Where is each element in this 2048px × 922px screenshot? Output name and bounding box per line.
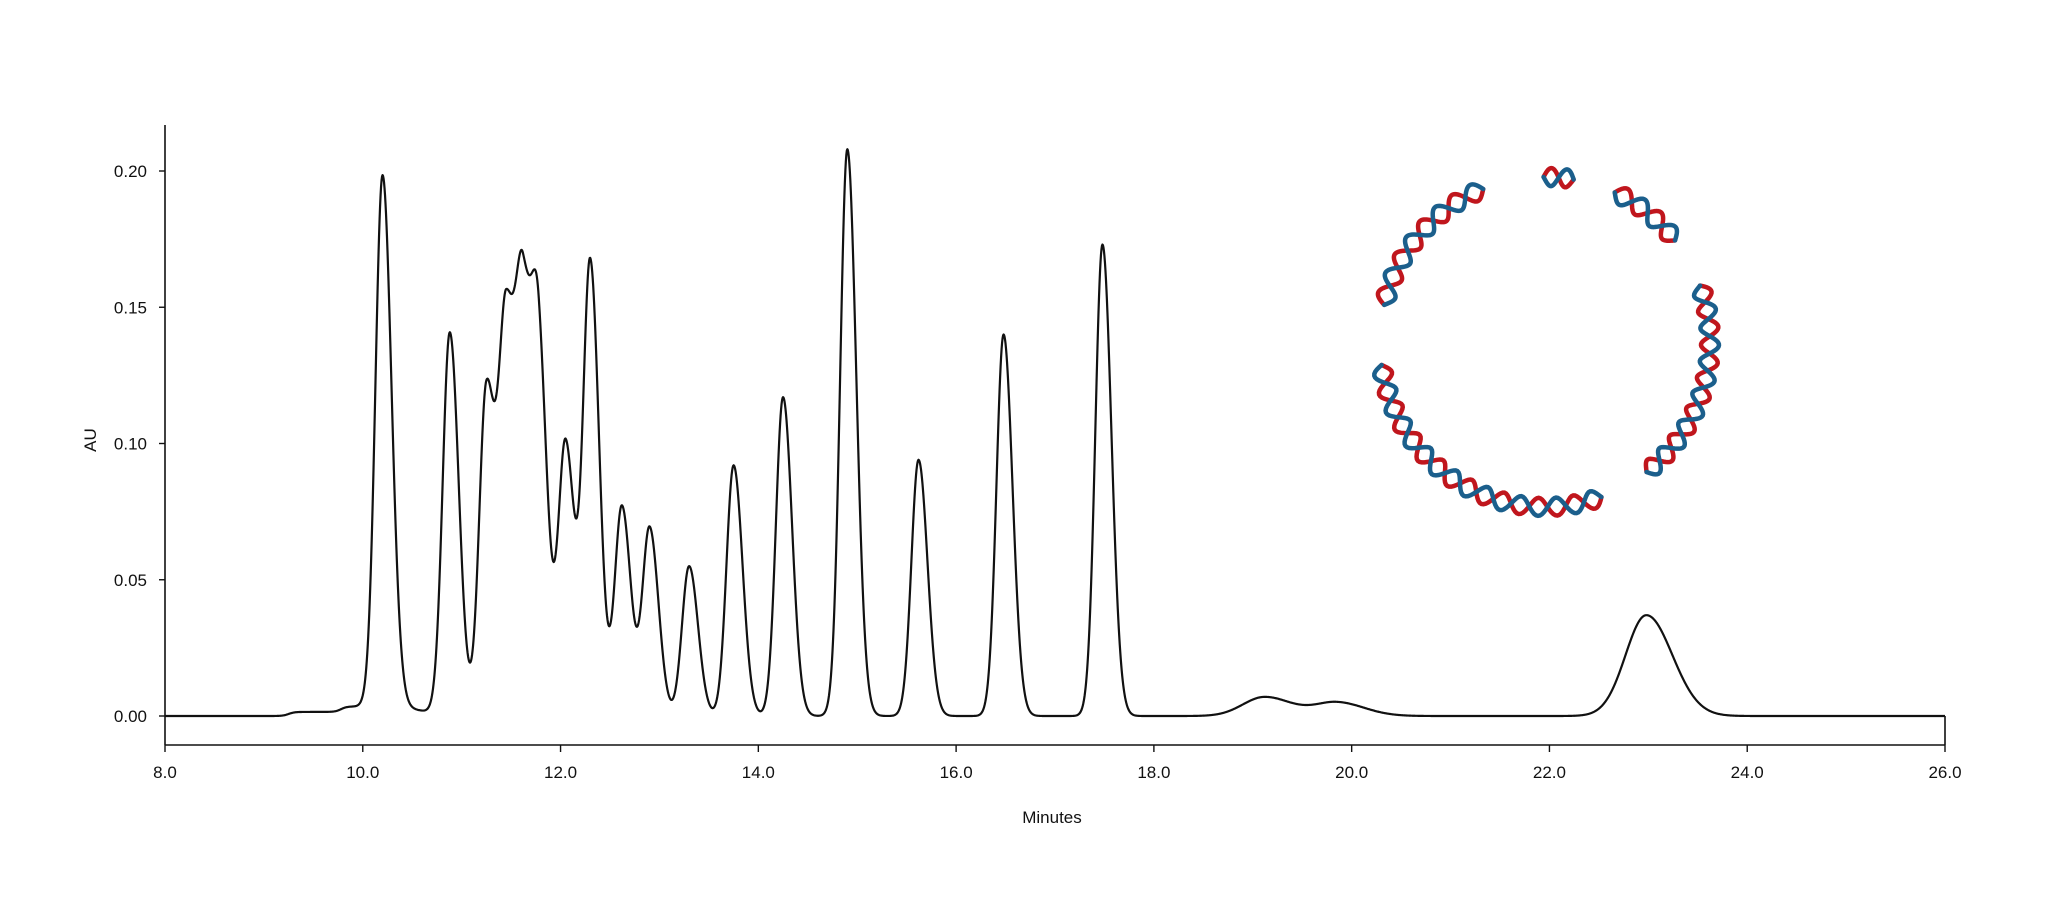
circular-dna-plasmid-icon (1372, 165, 1722, 519)
x-ticks: 8.0 10.0 12.0 14.0 16.0 18.0 20.0 22.0 24.0 26.0 (153, 745, 1962, 782)
dna-strand-blue (1381, 182, 1486, 308)
x-tick-label: 8.0 (153, 763, 177, 782)
x-tick-label: 16.0 (940, 763, 973, 782)
x-axis-title: Minutes (1022, 808, 1082, 827)
x-tick-label: 20.0 (1335, 763, 1368, 782)
dna-strand-blue (1644, 283, 1722, 477)
x-tick-label: 18.0 (1137, 763, 1170, 782)
x-tick-label: 10.0 (346, 763, 379, 782)
chromatogram-trace-group (164, 148, 1946, 718)
y-tick-label: 0.05 (114, 571, 147, 590)
dna-strand-red (1643, 283, 1721, 475)
dna-strand-blue (1541, 167, 1576, 189)
dna-strand-blue (1372, 362, 1604, 519)
x-tick-label: 22.0 (1533, 763, 1566, 782)
y-tick-label: 0.15 (114, 298, 147, 317)
y-tick-label: 0.10 (114, 435, 147, 454)
x-tick-label: 14.0 (742, 763, 775, 782)
dna-strand-red (1375, 186, 1486, 308)
dna-strand-red (1612, 186, 1678, 243)
y-ticks: 0.00 0.05 0.10 0.15 0.20 (114, 162, 165, 726)
x-tick-label: 12.0 (544, 763, 577, 782)
x-tick-label: 24.0 (1731, 763, 1764, 782)
x-tick-label: 26.0 (1928, 763, 1961, 782)
y-axis-title: AU (81, 428, 100, 452)
y-tick-label: 0.20 (114, 162, 147, 181)
dna-strand-blue (1612, 190, 1680, 243)
axes (164, 125, 1946, 746)
y-tick-label: 0.00 (114, 707, 147, 726)
chromatogram-trace-line (164, 148, 1946, 718)
